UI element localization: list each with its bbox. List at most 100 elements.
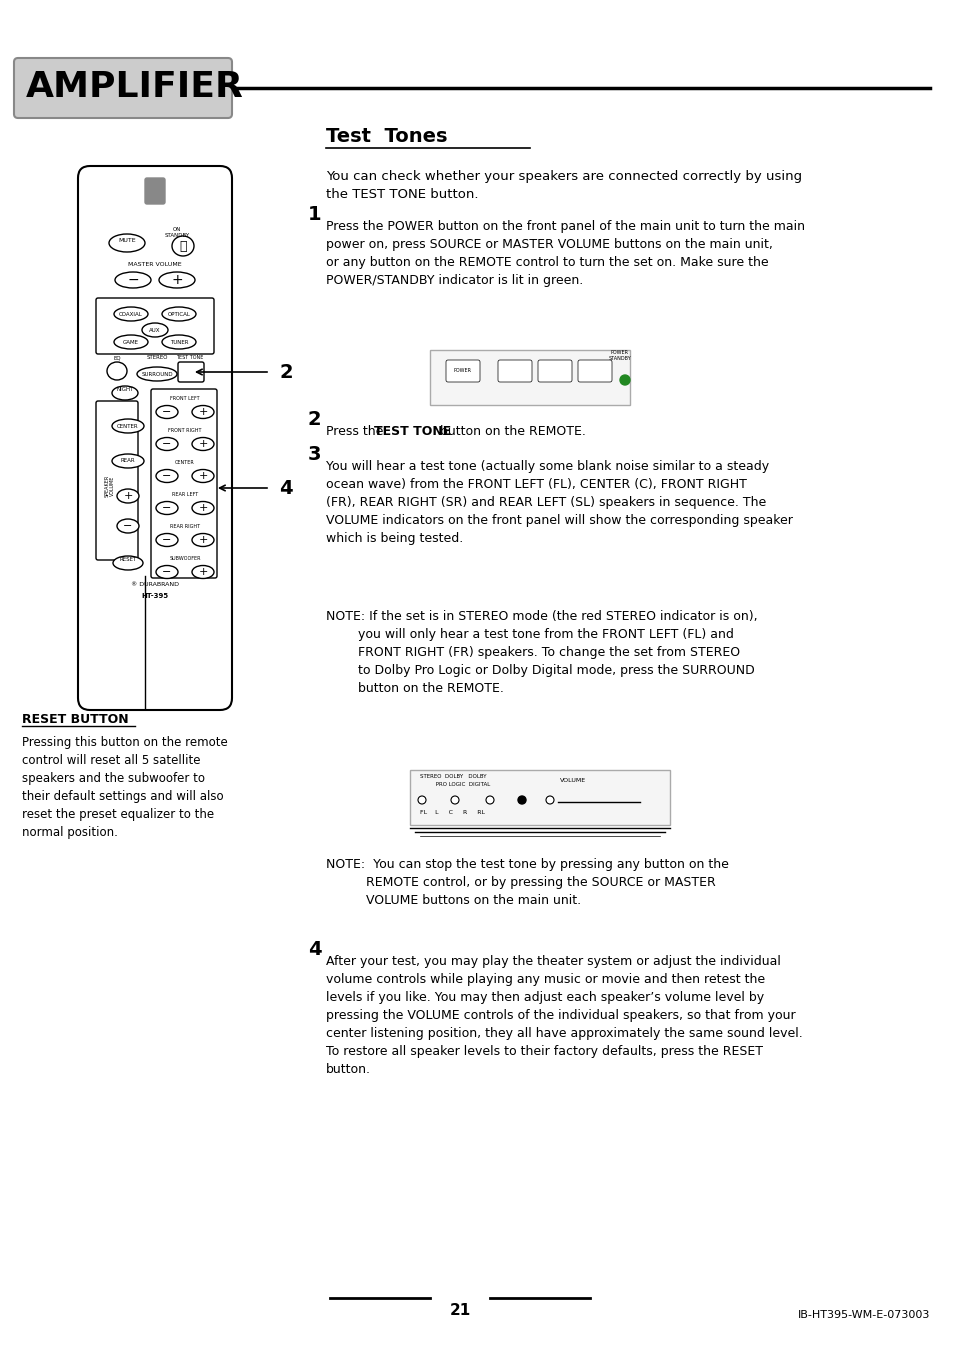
Ellipse shape [192,566,213,578]
Ellipse shape [192,438,213,450]
Text: NOTE:  You can stop the test tone by pressing any button on the
          REMOTE: NOTE: You can stop the test tone by pres… [326,858,728,907]
Text: POWER: POWER [454,369,472,373]
FancyBboxPatch shape [178,362,204,382]
Text: AUX: AUX [149,327,161,332]
Ellipse shape [156,470,178,482]
Text: IB-HT395-WM-E-073003: IB-HT395-WM-E-073003 [797,1310,929,1320]
Ellipse shape [192,470,213,482]
FancyBboxPatch shape [446,359,479,382]
Ellipse shape [192,501,213,515]
Text: MUTE: MUTE [118,239,135,243]
Text: 4: 4 [279,478,293,497]
Text: After your test, you may play the theater system or adjust the individual
volume: After your test, you may play the theate… [326,955,801,1075]
Text: SPEAKER
VOLUME: SPEAKER VOLUME [105,474,115,497]
Text: CENTER: CENTER [175,459,194,465]
Text: REAR LEFT: REAR LEFT [172,492,198,497]
Ellipse shape [107,362,127,380]
Text: +: + [123,490,132,501]
Circle shape [417,796,426,804]
Circle shape [485,796,494,804]
FancyBboxPatch shape [410,770,669,825]
Circle shape [517,796,525,804]
FancyBboxPatch shape [96,299,213,354]
Text: FRONT RIGHT: FRONT RIGHT [168,428,201,434]
Ellipse shape [192,405,213,419]
Text: 2: 2 [279,362,293,381]
Text: −: − [162,439,172,449]
Text: +: + [171,273,183,286]
Text: REAR: REAR [121,458,135,463]
Ellipse shape [113,335,148,349]
Text: button on the REMOTE.: button on the REMOTE. [436,426,585,438]
Text: PRO LOGIC  DIGITAL: PRO LOGIC DIGITAL [419,782,490,788]
Circle shape [545,796,554,804]
Ellipse shape [113,307,148,322]
FancyBboxPatch shape [497,359,532,382]
Text: +: + [198,503,208,513]
Text: +: + [198,407,208,417]
Text: −: − [127,273,139,286]
Ellipse shape [112,557,143,570]
FancyBboxPatch shape [430,350,629,405]
Text: −: − [162,503,172,513]
Ellipse shape [109,234,145,253]
Text: Press the POWER button on the front panel of the main unit to turn the main
powe: Press the POWER button on the front pane… [326,220,804,286]
Text: REAR RIGHT: REAR RIGHT [170,524,200,530]
Text: 2: 2 [308,409,321,430]
Ellipse shape [112,419,144,434]
Text: VOLUME: VOLUME [559,778,585,784]
Text: EQ: EQ [113,355,121,359]
Text: STEREO: STEREO [146,355,168,359]
Text: AMPLIFIER: AMPLIFIER [26,70,244,104]
Ellipse shape [192,534,213,547]
Text: TEST TONE: TEST TONE [176,355,204,359]
Text: ® DURABRAND: ® DURABRAND [131,582,179,586]
Text: OPTICAL: OPTICAL [168,312,191,316]
Ellipse shape [156,566,178,578]
Ellipse shape [112,454,144,467]
Text: NOTE: If the set is in STEREO mode (the red STEREO indicator is on),
        you: NOTE: If the set is in STEREO mode (the … [326,611,757,694]
Text: −: − [162,535,172,544]
Text: −: − [162,567,172,577]
Text: You will hear a test tone (actually some blank noise similar to a steady
ocean w: You will hear a test tone (actually some… [326,459,792,544]
Text: ON
STANDBY: ON STANDBY [164,227,190,238]
Ellipse shape [156,534,178,547]
Ellipse shape [117,489,139,503]
Text: RESET: RESET [119,557,136,562]
Ellipse shape [142,323,168,336]
Text: +: + [198,567,208,577]
Text: +: + [198,535,208,544]
Circle shape [451,796,458,804]
Text: 3: 3 [308,444,321,463]
FancyBboxPatch shape [578,359,612,382]
FancyBboxPatch shape [537,359,572,382]
Text: HT-395: HT-395 [141,593,169,598]
Ellipse shape [172,236,193,255]
Ellipse shape [159,272,194,288]
Text: ⏻: ⏻ [179,239,187,253]
Ellipse shape [112,386,138,400]
FancyBboxPatch shape [14,58,232,118]
FancyBboxPatch shape [151,389,216,578]
Text: +: + [198,471,208,481]
Text: NIGHT: NIGHT [116,386,133,392]
Text: Test  Tones: Test Tones [326,127,447,146]
FancyBboxPatch shape [78,166,232,711]
Text: SUBWOOFER: SUBWOOFER [169,557,200,561]
Ellipse shape [115,272,151,288]
Text: TUNER: TUNER [170,339,188,345]
Text: POWER
STANDBY: POWER STANDBY [608,350,631,361]
Ellipse shape [156,405,178,419]
Text: MASTER VOLUME: MASTER VOLUME [128,262,182,267]
Text: 1: 1 [308,205,321,224]
Ellipse shape [162,335,195,349]
FancyBboxPatch shape [96,401,138,561]
Text: STEREO  DOLBY   DOLBY: STEREO DOLBY DOLBY [419,774,486,780]
Text: RESET BUTTON: RESET BUTTON [22,713,129,725]
Text: −: − [123,521,132,531]
FancyBboxPatch shape [145,178,165,204]
Ellipse shape [162,307,195,322]
Text: CENTER: CENTER [117,423,139,428]
Ellipse shape [156,501,178,515]
Text: −: − [162,407,172,417]
